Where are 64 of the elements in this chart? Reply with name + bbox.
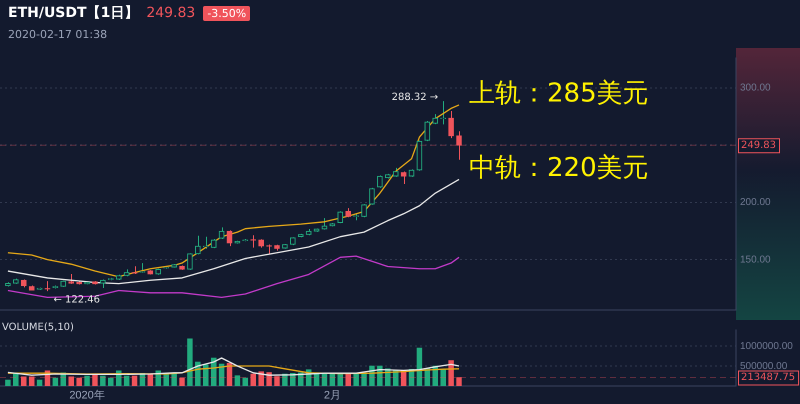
bar <box>345 374 352 386</box>
y-tick-label: 1000000.00 <box>740 340 794 352</box>
text: -3.50% <box>203 6 250 20</box>
bar <box>68 376 74 386</box>
bar <box>330 372 336 386</box>
candlestick <box>369 187 375 206</box>
bar <box>202 364 209 386</box>
bar <box>416 348 422 386</box>
candlestick <box>226 230 232 247</box>
bar <box>100 376 106 386</box>
y-tick-label: 500000.00 <box>740 360 788 372</box>
x-tick-label: 2月 <box>324 390 341 402</box>
bar <box>424 368 430 386</box>
candlestick <box>195 235 201 255</box>
bar <box>322 374 328 386</box>
y-tick-label: 300.00 <box>740 82 772 94</box>
bar <box>148 374 154 386</box>
bar <box>163 374 170 386</box>
bar <box>250 374 256 386</box>
bar <box>226 362 232 386</box>
bar <box>124 376 130 386</box>
bar <box>314 374 320 386</box>
bar <box>187 338 193 386</box>
bar <box>20 376 27 386</box>
candlestick <box>448 110 454 139</box>
annotation: ← 122.46 <box>53 294 100 306</box>
candlestick <box>440 100 446 125</box>
candlestick <box>68 274 74 284</box>
bar <box>361 372 367 386</box>
chart-title: ETH/USDT【1日】 <box>8 4 138 22</box>
x-tick-label: 2020年 <box>69 390 105 402</box>
candlestick <box>424 120 430 142</box>
ref-line-label: 249.83 <box>741 140 776 151</box>
candlestick <box>266 244 272 255</box>
candlestick <box>187 252 193 270</box>
chart-title: VOLUME(5,10) <box>2 322 74 333</box>
annotation: 288.32 → <box>392 92 438 103</box>
candlestick <box>377 175 383 188</box>
y-tick-label: 200.00 <box>740 197 772 208</box>
ref-line-label: 213487.75 <box>741 372 796 384</box>
bar <box>440 368 446 386</box>
bar <box>28 376 34 386</box>
bar <box>337 372 344 386</box>
text: 249.83 <box>146 5 196 21</box>
candlestick <box>456 130 462 160</box>
annotation: 上轨：285美元 <box>469 78 649 109</box>
candlestick <box>392 167 399 178</box>
chart-subtitle: 2020-02-17 01:38 <box>8 28 108 41</box>
bar <box>13 372 19 386</box>
bar <box>353 372 359 386</box>
annotation: 中轨：220美元 <box>469 153 649 184</box>
bar <box>266 372 272 386</box>
bar <box>171 372 177 386</box>
bar <box>274 376 280 386</box>
bar <box>234 375 240 386</box>
candlestick <box>218 226 224 240</box>
y-tick-label: 150.00 <box>740 254 772 266</box>
candlestick <box>361 204 367 218</box>
candlestick <box>400 171 406 184</box>
bar <box>84 376 90 386</box>
bar <box>132 376 138 386</box>
bar <box>92 374 98 386</box>
candlestick <box>202 236 209 250</box>
bar <box>218 364 224 386</box>
